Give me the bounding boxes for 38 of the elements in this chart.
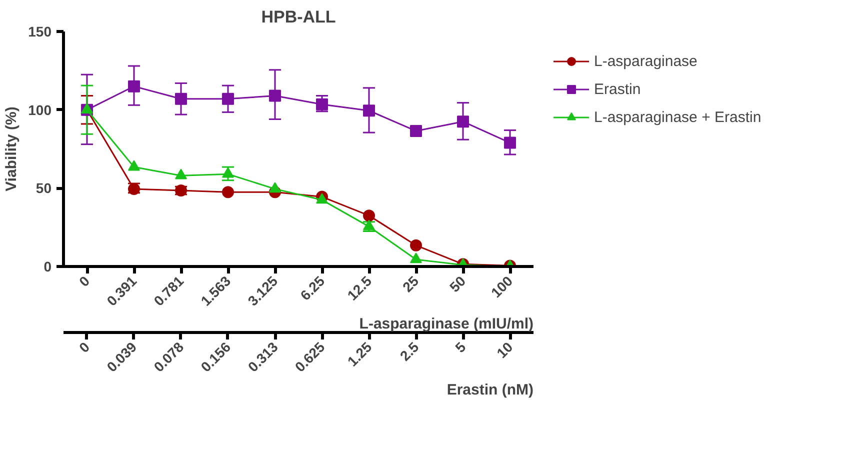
point bbox=[363, 104, 375, 117]
point bbox=[269, 182, 281, 193]
y-tick-label: 50 bbox=[36, 180, 52, 196]
legend-label: L-asparaginase + Erastin bbox=[594, 108, 762, 126]
x-tick-label: 6.25 bbox=[297, 272, 328, 304]
point bbox=[457, 116, 469, 128]
point bbox=[316, 98, 328, 110]
x-tick-label: 25 bbox=[399, 272, 422, 296]
point bbox=[363, 210, 375, 222]
point bbox=[128, 160, 140, 171]
point bbox=[269, 90, 281, 102]
point bbox=[410, 252, 422, 264]
point bbox=[316, 193, 328, 204]
point bbox=[128, 80, 140, 92]
legend-label: L-asparaginase bbox=[594, 52, 698, 70]
x2-tick-label: 5 bbox=[452, 338, 469, 356]
x-axis-title: L-asparaginase (mIU/ml) bbox=[359, 316, 534, 332]
point bbox=[222, 167, 234, 178]
x2-axis-title: Erastin (nM) bbox=[446, 382, 534, 398]
x-tick-label: 0 bbox=[76, 272, 93, 290]
point bbox=[222, 186, 234, 198]
x2-tick-label: 10 bbox=[493, 338, 516, 362]
x2-tick-label: 2.5 bbox=[396, 338, 422, 364]
point bbox=[175, 92, 187, 105]
chart-title: HPB-ALL bbox=[261, 8, 336, 26]
y-tick-label: 150 bbox=[28, 24, 52, 40]
x-tick-label: 100 bbox=[488, 272, 516, 301]
x2-tick-label: 0 bbox=[76, 338, 93, 356]
point bbox=[504, 136, 516, 149]
point bbox=[222, 92, 234, 105]
x-tick-label: 50 bbox=[446, 272, 469, 296]
y-tick-label: 0 bbox=[44, 258, 52, 274]
y-tick-label: 100 bbox=[28, 102, 52, 118]
point bbox=[175, 168, 187, 180]
point bbox=[410, 239, 422, 252]
point bbox=[410, 124, 422, 137]
y-axis-title: Viability (%) bbox=[3, 106, 20, 192]
legend-label: Erastin bbox=[594, 80, 641, 98]
